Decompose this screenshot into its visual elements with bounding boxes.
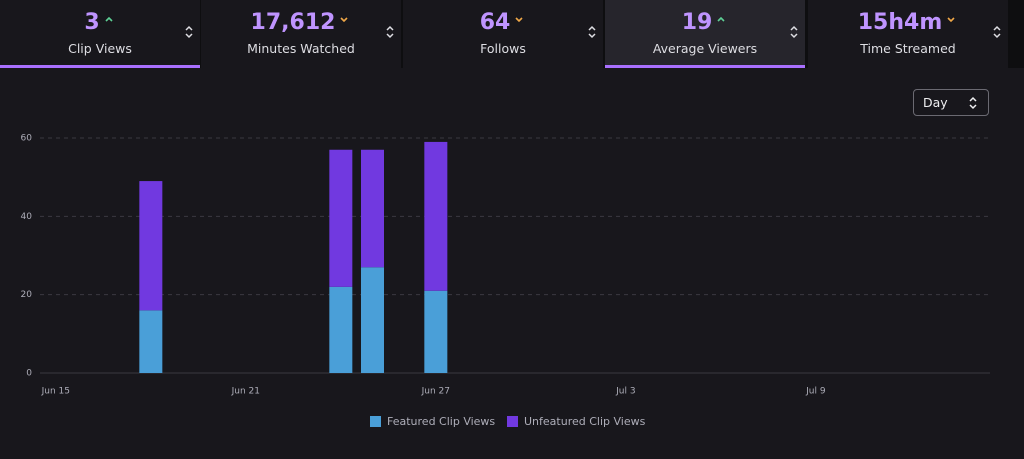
stat-label: Follows (480, 41, 526, 56)
y-tick-label: 60 (21, 134, 33, 144)
sort-icon (185, 25, 193, 39)
trend-icon (717, 16, 725, 22)
stat-value: 19 (605, 10, 805, 35)
sort-icon (993, 25, 1001, 39)
stat-value-text: 15h4m (857, 10, 943, 35)
bar-segment (329, 149, 353, 287)
y-tick-label: 20 (21, 290, 33, 300)
bar-segment (139, 310, 163, 373)
interval-label: Day (923, 95, 948, 110)
trend-icon (947, 17, 955, 23)
stat-label: Clip Views (68, 41, 132, 56)
stat-tab[interactable]: 3 Clip Views (0, 0, 200, 68)
stat-value-text: 19 (681, 10, 713, 35)
stat-label: Minutes Watched (247, 41, 355, 56)
y-tick-label: 0 (26, 369, 32, 379)
stat-label: Average Viewers (652, 41, 758, 56)
stat-value-text: 64 (479, 10, 511, 35)
trend-icon (340, 17, 349, 23)
y-tick-label: 40 (21, 212, 33, 222)
select-icon (969, 96, 977, 110)
stat-tab[interactable]: 15h4m Time Streamed (808, 0, 1008, 68)
stat-value: 15h4m (808, 10, 1008, 35)
stat-value: 64 (403, 10, 603, 35)
bar-segment (361, 149, 384, 268)
stat-tab[interactable]: 17,612 Minutes Watched (201, 0, 401, 68)
bar-segment (361, 267, 384, 373)
legend-label: Featured Clip Views (387, 415, 495, 428)
x-tick-label: Jun 15 (41, 387, 70, 397)
stat-value-text: 17,612 (250, 10, 336, 35)
trend-icon (515, 17, 523, 23)
x-tick-label: Jun 21 (231, 387, 260, 397)
stat-tab[interactable]: 19 Average Viewers (605, 0, 805, 68)
stat-tab[interactable]: 64 Follows (403, 0, 603, 68)
stat-value-text: 3 (84, 10, 100, 35)
bar-segment (139, 181, 163, 311)
stat-value: 3 (0, 10, 200, 35)
x-tick-label: Jul 3 (615, 387, 635, 397)
sort-icon (386, 25, 394, 39)
stat-value: 17,612 (201, 10, 401, 35)
legend-swatch (507, 416, 518, 427)
legend-label: Unfeatured Clip Views (524, 415, 646, 428)
trend-icon (105, 16, 113, 22)
stat-tabs: 3 Clip Views 17,612 Minutes Watched 64 Follow… (0, 0, 1024, 68)
bar-segment (329, 286, 353, 373)
bar-segment (424, 141, 448, 291)
x-tick-label: Jun 27 (421, 387, 450, 397)
bar-segment (424, 290, 448, 373)
stat-label: Time Streamed (860, 41, 956, 56)
sort-icon (790, 25, 798, 39)
interval-select[interactable]: Day (913, 89, 989, 116)
legend-swatch (370, 416, 381, 427)
x-tick-label: Jul 9 (805, 387, 826, 397)
sort-icon (588, 25, 596, 39)
